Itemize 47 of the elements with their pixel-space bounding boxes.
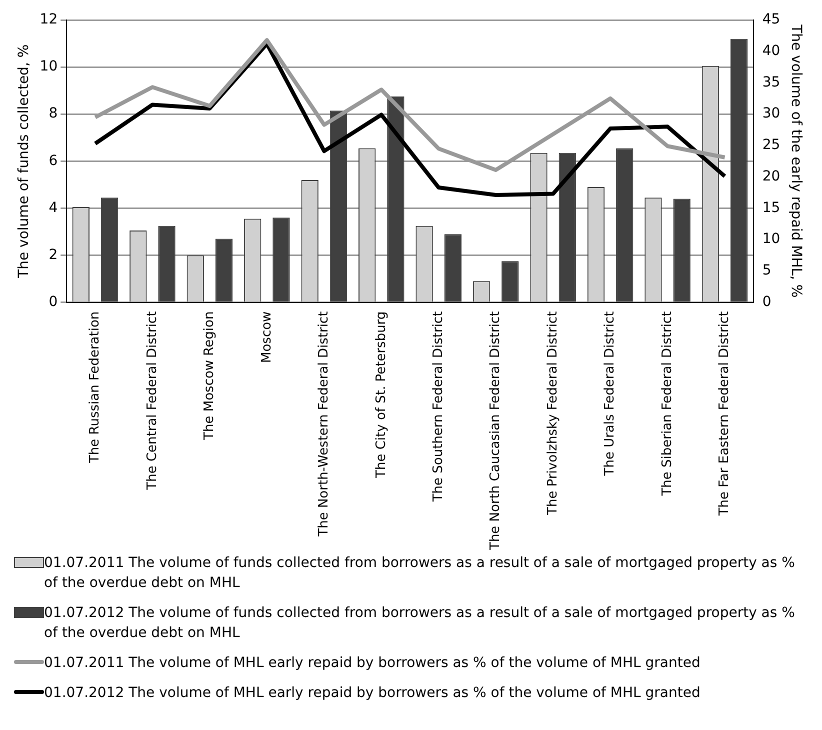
bar	[158, 226, 176, 302]
bar	[558, 152, 576, 302]
x-tick-label: The Far Eastern Federal District	[717, 311, 732, 517]
x-tick-label: The Central Federal District	[144, 311, 160, 491]
legend-label: 01.07.2011 The volume of funds collected from borrowers as a result of a sale of mortgaged property as % of the overdue debt on MHL	[44, 554, 796, 593]
y2-tick-label: 25	[762, 137, 780, 154]
bar	[502, 261, 519, 302]
legend-label: 01.07.2012 The volume of MHL early repaid by borrowers as % of the volume of MHL granted	[44, 684, 700, 703]
y2-tick-label: 35	[762, 74, 780, 90]
y2-tick-label: 0	[762, 294, 772, 310]
bar	[387, 96, 404, 302]
y2-tick-label: 15	[762, 200, 780, 216]
y-tick-label: 8	[48, 106, 58, 122]
y-tick-label: 10	[40, 58, 58, 75]
y-tick-label: 6	[48, 152, 58, 169]
bar	[330, 110, 348, 302]
y2-tick-label: 45	[762, 12, 780, 28]
y2-tick-label: 20	[762, 168, 780, 184]
x-tick-label: Moscow	[259, 310, 274, 364]
y-axis-title: The volume of funds collected, %	[16, 44, 32, 279]
bar	[673, 198, 690, 302]
y2-tick-label: 30	[762, 106, 780, 122]
x-tick-label: The Southern Federal District	[430, 311, 446, 503]
y-tick-label: 0	[48, 294, 58, 310]
bar	[616, 148, 634, 302]
y-tick-label: 12	[40, 12, 58, 28]
bar	[444, 234, 462, 302]
y-tick-label: 4	[48, 200, 58, 216]
x-tick-label: The Russian Federation	[88, 311, 103, 464]
bar	[730, 38, 748, 302]
bar	[215, 238, 233, 302]
x-tick-label: The Urals Federal District	[602, 311, 618, 477]
x-tick-label: The City of St. Petersburg	[374, 311, 389, 479]
y-tick-label: 2	[48, 246, 58, 263]
x-tick-label: The North-Western Federal District	[316, 311, 332, 538]
legend-label: 01.07.2011 The volume of MHL early repaid by borrowers as % of the volume of MHL granted	[44, 654, 700, 673]
x-tick-label: The Moscow Region	[202, 311, 218, 441]
bar	[272, 218, 290, 302]
y2-tick-label: 40	[762, 43, 780, 60]
y2-axis-title: The volume of the early repaid MHL, %	[788, 24, 804, 298]
y2-tick-label: 10	[762, 231, 780, 248]
x-tick-label: The Siberian Federal District	[660, 311, 675, 497]
x-tick-label: The North Caucasian Federal District	[488, 311, 504, 552]
x-tick-label: The Privolzhsky Federal District	[545, 311, 560, 516]
bar	[100, 198, 118, 302]
legend-label: 01.07.2012 The volume of funds collected from borrowers as a result of a sale of mortgaged property as % of the overdue debt on MHL	[44, 604, 796, 643]
y2-tick-label: 5	[762, 262, 772, 279]
